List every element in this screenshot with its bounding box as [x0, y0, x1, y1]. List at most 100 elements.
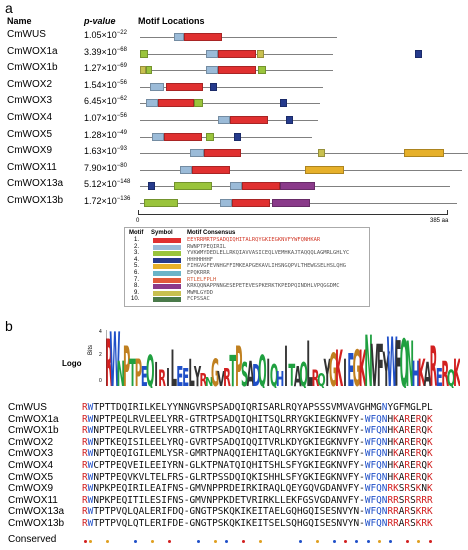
motif-4-block [286, 116, 293, 124]
residue: R [404, 448, 411, 460]
residue: H [268, 471, 275, 483]
residue: Q [178, 436, 184, 448]
residue: Y [166, 448, 173, 460]
residue: W [364, 460, 371, 471]
residue: F [347, 494, 354, 506]
residue: R [421, 494, 428, 506]
pvalue-exponent: −56 [116, 113, 127, 119]
gene-name: CmWOX13b [7, 195, 64, 206]
legend-motif-consensus: MWMLGYDD [187, 289, 213, 296]
residue: F [370, 518, 377, 529]
residue: N [336, 494, 343, 506]
residue: K [415, 518, 422, 529]
residue: L [279, 518, 286, 529]
residue: V [138, 413, 145, 425]
legend-motif-consensus: KRKQQNAPPNNGESEPETEVESPKERKTKPEDPQINDHLV… [187, 283, 340, 290]
alignment-gene-name: CmWOX5 [8, 471, 53, 483]
residue: N [217, 460, 224, 471]
conserved-dot [315, 540, 319, 543]
alignment-gene-name: CmWOX4 [8, 460, 53, 471]
residue: T [263, 518, 269, 529]
conserved-dot [151, 540, 155, 543]
bits-axis-label: Bits [88, 344, 94, 355]
axis-label-start: 0 [136, 218, 140, 224]
legend-motif-symbol [153, 271, 181, 276]
residue: R [404, 425, 411, 437]
residue: Q [121, 436, 128, 448]
residue: Q [121, 460, 128, 471]
residue: Q [421, 460, 428, 471]
residue: A [398, 448, 405, 460]
residue: K [200, 460, 207, 471]
logo-letter: Q [317, 371, 326, 388]
residue: S [410, 506, 416, 518]
legend-motif-symbol [153, 277, 181, 283]
residue: K [308, 460, 314, 471]
legend-motif-number: 10. [131, 296, 140, 303]
logo-letter: G [353, 340, 361, 388]
residue: M [195, 483, 201, 495]
residue: E [155, 402, 162, 413]
alignment-sequence: RWNPTPEQLRVLEELYRR-GTRTPSADQIQHITAQLRRYG… [82, 425, 433, 436]
residue: Q [121, 448, 128, 460]
residue: G [302, 425, 309, 437]
conserved-dot [389, 540, 393, 543]
residue: E [149, 425, 156, 437]
residue: I [257, 471, 263, 483]
residue: V [342, 448, 348, 460]
residue: Y [353, 425, 360, 437]
pvalue-mantissa: 1.72×10 [84, 196, 117, 206]
residue: R [387, 518, 394, 529]
residue: N [178, 402, 184, 413]
sequence-logo: RWNPTPEQIRILEELYRNGVRTPSADQIQHITAQLRQYGK… [106, 326, 460, 388]
residue: I [161, 518, 167, 529]
residue: R [246, 483, 252, 495]
residue: R [82, 494, 88, 506]
residue: S [410, 494, 416, 506]
residue: K [427, 483, 433, 495]
axis-label-end: 385 aa [430, 218, 449, 224]
residue: H [387, 425, 394, 437]
residue: Y [347, 506, 354, 518]
residue: R [82, 506, 88, 518]
residue: T [206, 460, 213, 471]
residue: R [415, 494, 422, 506]
residue: S [319, 518, 326, 529]
residue: E [410, 425, 416, 437]
residue: E [149, 506, 156, 518]
residue: Q [274, 425, 280, 437]
residue: I [240, 413, 247, 425]
residue: Q [132, 518, 139, 529]
bits-tick-0: 0 [99, 378, 102, 384]
residue: W [364, 483, 371, 495]
motif-9-block [140, 66, 146, 75]
residue: Q [291, 506, 297, 518]
residue: - [359, 425, 365, 437]
residue: L [144, 425, 150, 437]
residue: F [370, 436, 377, 448]
pvalue-exponent: −56 [116, 79, 127, 86]
residue: - [359, 448, 365, 460]
residue: E [155, 460, 162, 471]
residue: R [393, 506, 399, 518]
logo-letter: A [247, 355, 255, 388]
motif-2-block [190, 149, 204, 158]
residue: R [172, 460, 179, 471]
residue: W [364, 494, 371, 506]
residue: Q [132, 506, 139, 518]
gene-pvalue: 1.27×10−69 [84, 63, 127, 73]
residue: R [251, 402, 258, 413]
residue: P [98, 518, 105, 529]
residue: E [155, 436, 162, 448]
residue: Q [121, 483, 128, 495]
gene-pvalue: 1.05×10−22 [84, 30, 127, 40]
residue: I [240, 425, 247, 437]
residue: E [115, 483, 122, 495]
residue: P [98, 471, 105, 483]
residue: K [104, 494, 111, 506]
alignment-sequence: RWNPKPEQITILESIFNS-GMVNPPKDETVRIRKLLEKFG… [82, 495, 433, 506]
logo-letter: Q [270, 359, 279, 388]
residue: T [206, 436, 213, 448]
residue: T [149, 471, 156, 483]
residue: Y [296, 402, 303, 413]
